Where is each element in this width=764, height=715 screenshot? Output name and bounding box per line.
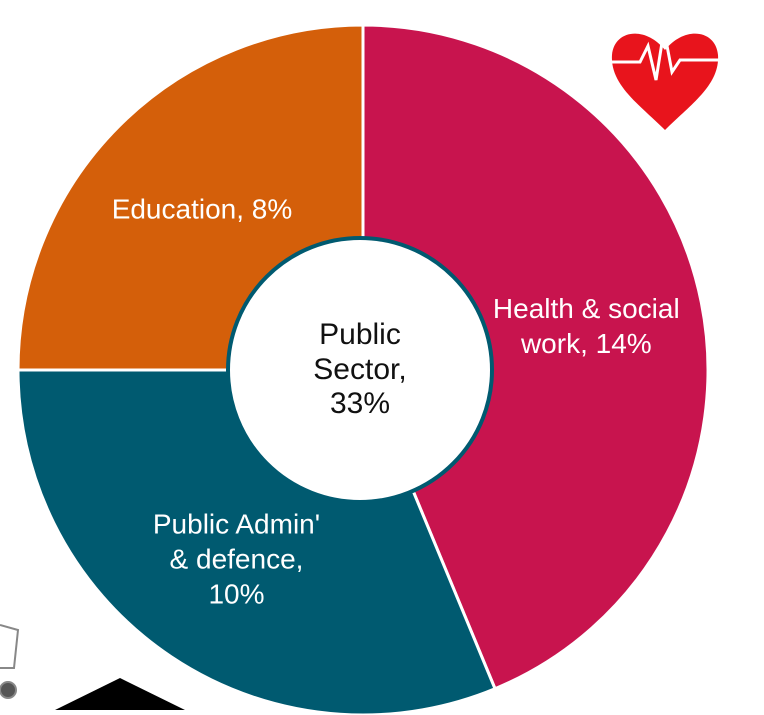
heart-icon [608,29,720,130]
heart [611,33,719,130]
triangle-icon [55,678,185,710]
ecg-line [608,29,720,81]
center-label: Public Sector, 33% [313,318,407,421]
slice-label: Public Admin' & defence, 10% [152,508,321,610]
slice-label: Education, 8% [111,193,293,225]
slice-label: Health & social work, 14% [492,292,680,359]
cart-basket [0,624,20,669]
cart-wheel [0,681,17,699]
center-circle [226,236,494,504]
slice [361,23,710,691]
cart-icon [0,624,20,699]
